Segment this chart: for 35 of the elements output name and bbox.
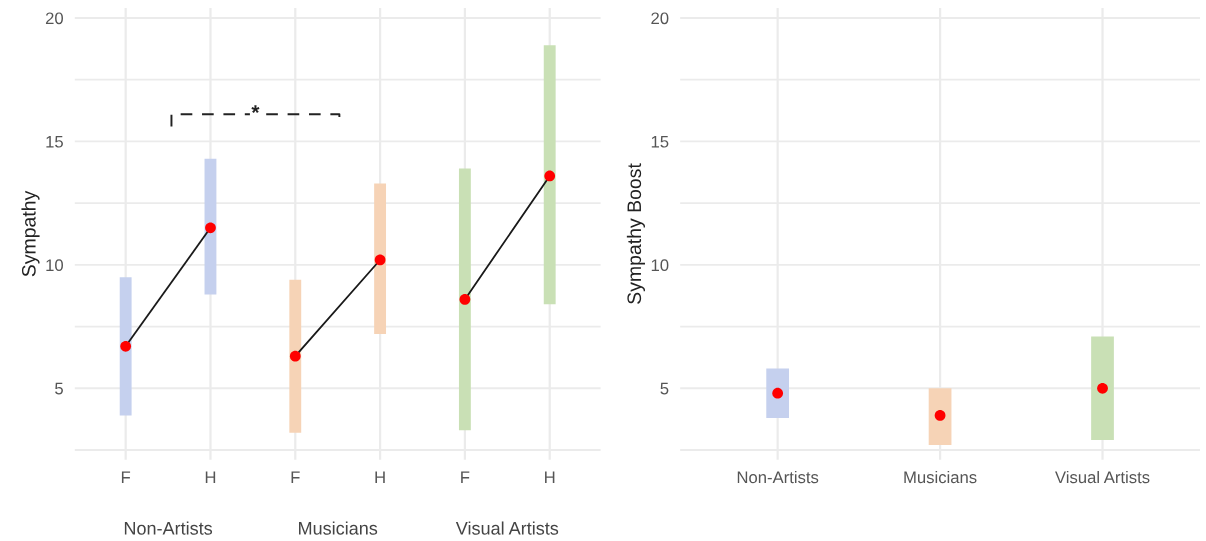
bar — [458, 168, 471, 431]
x-tick-label: Visual Artists — [1055, 470, 1150, 484]
point — [120, 340, 132, 352]
bar — [289, 279, 302, 433]
bar — [543, 45, 556, 305]
x-tick-label: F — [121, 471, 131, 484]
y-axis-title: Sympathy Boost — [626, 163, 645, 304]
y-tick-label: 20 — [45, 12, 64, 25]
y-tick-label: 5 — [660, 382, 669, 395]
x-tick-label: Non-Artists — [737, 470, 819, 484]
point — [205, 222, 216, 234]
point — [459, 294, 471, 305]
bar — [204, 158, 217, 295]
y-tick-label: 15 — [46, 135, 63, 148]
text: Musicians — [299, 521, 378, 535]
x-tick-label: H — [205, 471, 216, 484]
x-tick-label: H — [375, 471, 385, 484]
y-tick-label: 15 — [651, 135, 669, 148]
point — [289, 350, 301, 362]
annotation: * — [251, 105, 260, 114]
x-tick-label: Musicians — [904, 470, 977, 484]
point — [544, 170, 556, 182]
y-tick-label: 10 — [46, 259, 64, 272]
y-axis-title: Sympathy — [21, 190, 40, 277]
y-tick-label: 5 — [55, 382, 63, 395]
y-tick-label: 20 — [651, 12, 669, 25]
bar — [374, 183, 387, 334]
text: Non-Artists — [124, 521, 213, 535]
x-tick-label: H — [545, 471, 555, 484]
x-tick-label: F — [291, 471, 300, 484]
text: Visual Artists — [455, 521, 559, 535]
y-tick-label: 10 — [651, 259, 669, 272]
x-tick-label: F — [461, 471, 470, 484]
bar — [119, 277, 132, 416]
point — [374, 254, 386, 266]
